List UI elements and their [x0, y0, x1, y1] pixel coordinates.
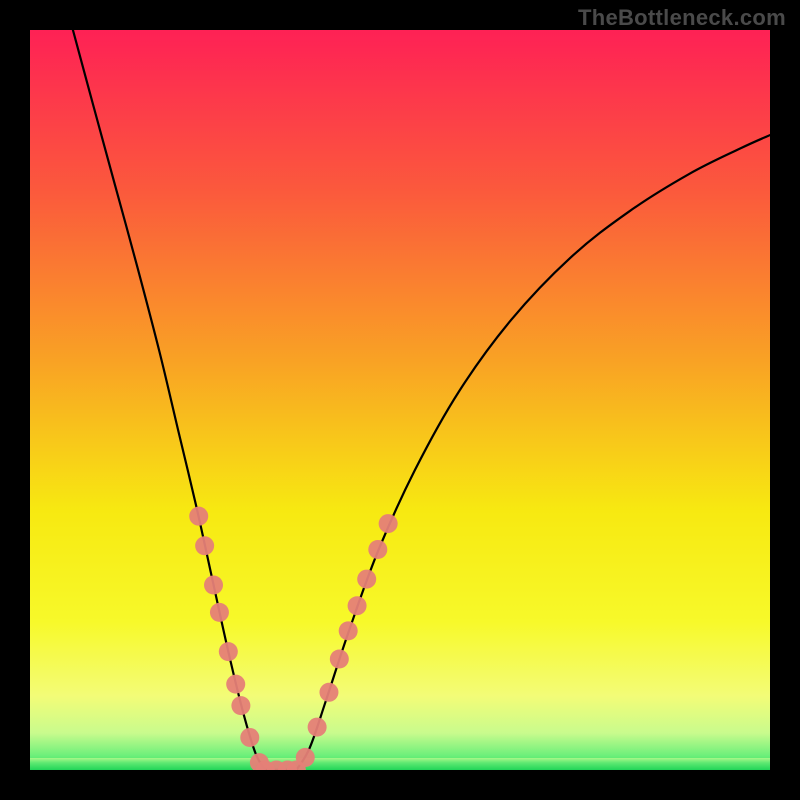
- bottleneck-curve: [73, 30, 770, 770]
- marker-dot: [195, 536, 214, 555]
- marker-dot: [379, 514, 398, 533]
- marker-dot: [348, 596, 367, 615]
- marker-dot: [219, 642, 238, 661]
- marker-dot: [240, 728, 259, 747]
- marker-dot: [308, 718, 327, 737]
- chart-frame: TheBottleneck.com: [0, 0, 800, 800]
- marker-dot: [368, 540, 387, 559]
- watermark-text: TheBottleneck.com: [578, 5, 786, 31]
- plot-area: [30, 30, 770, 770]
- marker-dot: [319, 683, 338, 702]
- chart-svg-layer: [30, 30, 770, 770]
- marker-group: [189, 507, 397, 770]
- marker-dot: [339, 621, 358, 640]
- marker-dot: [189, 507, 208, 526]
- marker-dot: [231, 696, 250, 715]
- marker-dot: [226, 675, 245, 694]
- marker-dot: [204, 576, 223, 595]
- marker-dot: [357, 570, 376, 589]
- marker-dot: [296, 748, 315, 767]
- marker-dot: [330, 650, 349, 669]
- marker-dot: [210, 603, 229, 622]
